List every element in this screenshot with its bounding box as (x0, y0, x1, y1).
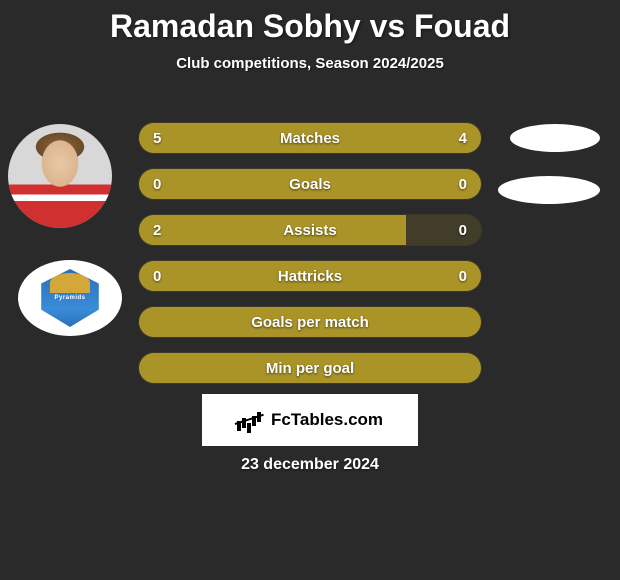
stat-row: Matches5 4 (138, 122, 482, 154)
brand-text: FcTables.com (271, 410, 383, 430)
stat-value-left: 0 (153, 268, 161, 285)
fctables-logo-icon (237, 409, 265, 431)
pyramids-badge-icon: Pyramids (38, 269, 102, 327)
stat-value-right: 0 (459, 176, 467, 193)
stat-label: Hattricks (139, 268, 481, 285)
stat-value-right: 0 (459, 222, 467, 239)
stat-label: Matches (139, 130, 481, 147)
stat-label: Assists (139, 222, 481, 239)
badge-text: Pyramids (54, 295, 85, 301)
brand-box: FcTables.com (202, 394, 418, 446)
stat-row: Goals0 0 (138, 168, 482, 200)
stat-value-left: 0 (153, 176, 161, 193)
stat-row: Hattricks0 0 (138, 260, 482, 292)
stat-value-left: 2 (153, 222, 161, 239)
player-left-avatar (8, 124, 112, 228)
stat-label: Goals per match (139, 314, 481, 331)
stat-row: Goals per match (138, 306, 482, 338)
player-right-avatar-1 (510, 124, 600, 152)
club-badge-left: Pyramids (18, 260, 122, 336)
subtitle: Club competitions, Season 2024/2025 (0, 55, 620, 72)
avatar-face-icon (8, 124, 112, 228)
stat-label: Min per goal (139, 360, 481, 377)
player-right-avatar-2 (498, 176, 600, 204)
stat-row: Assists2 0 (138, 214, 482, 246)
stat-label: Goals (139, 176, 481, 193)
stat-row: Min per goal (138, 352, 482, 384)
stats-area: Matches54Goals00Assists20Hattricks00Goal… (138, 122, 482, 398)
date-text: 23 december 2024 (0, 456, 620, 474)
stat-value-right: 0 (459, 268, 467, 285)
stat-value-left: 5 (153, 130, 161, 147)
stat-value-right: 4 (459, 130, 467, 147)
page-title: Ramadan Sobhy vs Fouad (0, 0, 620, 45)
